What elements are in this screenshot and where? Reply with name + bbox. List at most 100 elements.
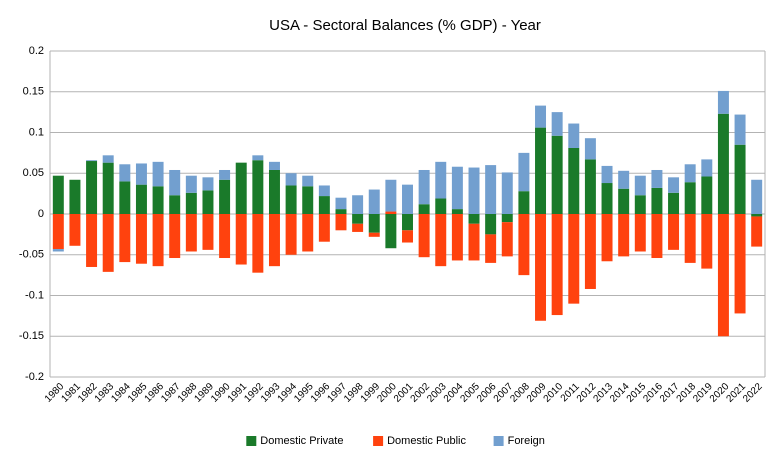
bar-segment (584, 138, 596, 160)
legend-label: Domestic Private (260, 435, 343, 447)
bar-segment (202, 190, 214, 214)
bar-segment (285, 214, 297, 255)
bar-segment (651, 187, 663, 214)
chart-title: USA - Sectoral Balances (% GDP) - Year (269, 17, 541, 34)
bar-segment (335, 209, 347, 214)
bar-segment (135, 184, 147, 214)
bar-segment (551, 112, 563, 136)
bar-segment (352, 195, 364, 214)
bar-segment (734, 214, 746, 314)
bar-segment (618, 170, 630, 189)
bar-segment (601, 214, 613, 262)
bar-segment (252, 155, 264, 161)
bar-segment (717, 214, 729, 337)
bar-segment (634, 195, 646, 214)
bar-segment (268, 214, 280, 267)
bar-segment (734, 144, 746, 214)
bar-segment (102, 155, 114, 163)
bar-segment (69, 179, 81, 214)
bar-segment (518, 191, 530, 214)
bar-segment (468, 214, 480, 224)
bar-segment (435, 214, 447, 267)
bar-segment (335, 197, 347, 210)
bar-segment (601, 183, 613, 214)
bar-segment (119, 181, 131, 214)
y-tick-label: -0.2 (25, 371, 44, 383)
bar-segment (535, 105, 547, 128)
bar-segment (435, 198, 447, 214)
bar-segment (169, 214, 181, 259)
bar-segment (102, 214, 114, 272)
bar-segment (568, 214, 580, 304)
bar-segment (302, 175, 314, 187)
bar-segment (235, 214, 247, 265)
bar-segment (568, 147, 580, 214)
bar-segment (584, 159, 596, 214)
bar-segment (501, 172, 513, 214)
bar-segment (219, 214, 231, 259)
legend-label: Foreign (508, 435, 545, 447)
bar-segment (86, 160, 98, 162)
bar-segment (252, 160, 264, 214)
legend-label: Domestic Public (387, 435, 466, 447)
bar-segment (185, 214, 197, 252)
bar-segment (152, 214, 164, 267)
bar-segment (501, 222, 513, 257)
bar-segment (169, 195, 181, 214)
bar-segment (668, 214, 680, 250)
bar-segment (651, 214, 663, 259)
bar-segment (69, 214, 81, 246)
y-tick-label: -0.05 (19, 249, 44, 261)
bar-segment (485, 234, 497, 263)
y-tick-label: 0.1 (29, 126, 44, 138)
bar-segment (352, 223, 364, 232)
bar-segment (651, 169, 663, 188)
bar-segment (202, 177, 214, 191)
bar-segment (368, 189, 380, 214)
bar-segment (152, 186, 164, 214)
bar-segment (318, 185, 330, 197)
y-tick-label: 0 (38, 208, 44, 220)
bar-segment (418, 214, 430, 258)
y-tick-label: 0.05 (23, 167, 44, 179)
bar-segment (584, 214, 596, 289)
bar-segment (368, 214, 380, 233)
bar-segment (235, 162, 247, 214)
bar-segment (52, 249, 64, 252)
bar-segment (119, 214, 131, 263)
bar-segment (551, 135, 563, 214)
bar-segment (501, 214, 513, 223)
bar-segment (418, 169, 430, 205)
bar-segment (86, 214, 98, 267)
bar-segment (318, 196, 330, 214)
bar-segment (352, 214, 364, 224)
bar-segment (119, 164, 131, 182)
bar-segment (717, 90, 729, 114)
bar-segment (335, 214, 347, 231)
bar-segment (701, 214, 713, 269)
bar-segment (485, 214, 497, 235)
bar-segment (468, 223, 480, 261)
bar-segment (152, 161, 164, 187)
bar-segment (684, 164, 696, 183)
bar-segment (252, 214, 264, 273)
bar-segment (751, 216, 763, 247)
bar-segment (734, 114, 746, 145)
bar-segment (402, 184, 413, 214)
bar-segment (668, 177, 680, 193)
bar-segment (518, 152, 530, 192)
bar-segment (468, 167, 480, 214)
bar-segment (385, 179, 397, 212)
legend-swatch (246, 436, 257, 446)
bar-segment (751, 179, 763, 214)
bar-segment (402, 230, 413, 243)
bar-segment (701, 176, 713, 214)
bar-segment (634, 175, 646, 196)
y-tick-label: -0.1 (25, 289, 44, 301)
bar-segment (385, 211, 397, 214)
bar-segment (268, 161, 280, 170)
bar-segment (634, 214, 646, 252)
bar-segment (285, 185, 297, 214)
bar-segment (52, 214, 64, 250)
